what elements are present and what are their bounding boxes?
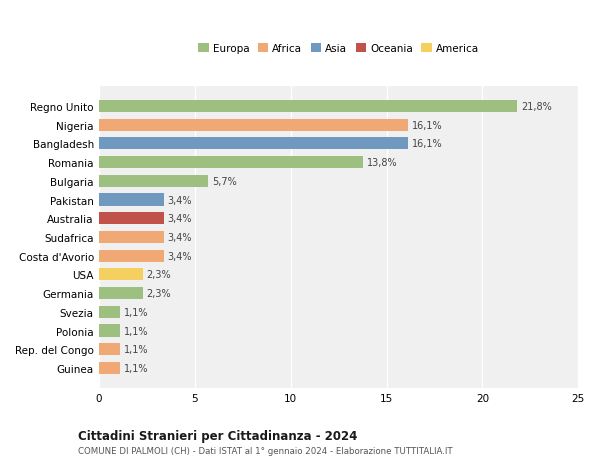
Bar xyxy=(99,157,364,169)
Text: 13,8%: 13,8% xyxy=(367,158,398,168)
Text: 5,7%: 5,7% xyxy=(212,176,236,186)
Text: 1,1%: 1,1% xyxy=(124,307,148,317)
Text: 2,3%: 2,3% xyxy=(146,288,172,298)
Bar xyxy=(99,231,164,244)
Bar xyxy=(99,138,407,150)
Bar xyxy=(99,101,517,113)
Text: 16,1%: 16,1% xyxy=(412,139,442,149)
Text: COMUNE DI PALMOLI (CH) - Dati ISTAT al 1° gennaio 2024 - Elaborazione TUTTITALIA: COMUNE DI PALMOLI (CH) - Dati ISTAT al 1… xyxy=(78,446,452,455)
Text: Cittadini Stranieri per Cittadinanza - 2024: Cittadini Stranieri per Cittadinanza - 2… xyxy=(78,429,358,442)
Bar xyxy=(99,306,120,318)
Text: 3,4%: 3,4% xyxy=(168,232,193,242)
Text: 1,1%: 1,1% xyxy=(124,363,148,373)
Text: 21,8%: 21,8% xyxy=(521,102,551,112)
Text: 3,4%: 3,4% xyxy=(168,195,193,205)
Text: 1,1%: 1,1% xyxy=(124,345,148,354)
Text: 3,4%: 3,4% xyxy=(168,214,193,224)
Bar xyxy=(99,250,164,262)
Bar xyxy=(99,287,143,300)
Text: 2,3%: 2,3% xyxy=(146,270,172,280)
Bar xyxy=(99,213,164,225)
Bar xyxy=(99,325,120,337)
Text: 16,1%: 16,1% xyxy=(412,120,442,130)
Bar xyxy=(99,119,407,131)
Text: 1,1%: 1,1% xyxy=(124,326,148,336)
Bar xyxy=(99,362,120,374)
Bar xyxy=(99,194,164,206)
Bar xyxy=(99,343,120,356)
Bar xyxy=(99,269,143,281)
Text: 3,4%: 3,4% xyxy=(168,251,193,261)
Legend: Europa, Africa, Asia, Oceania, America: Europa, Africa, Asia, Oceania, America xyxy=(198,44,479,54)
Bar xyxy=(99,175,208,187)
